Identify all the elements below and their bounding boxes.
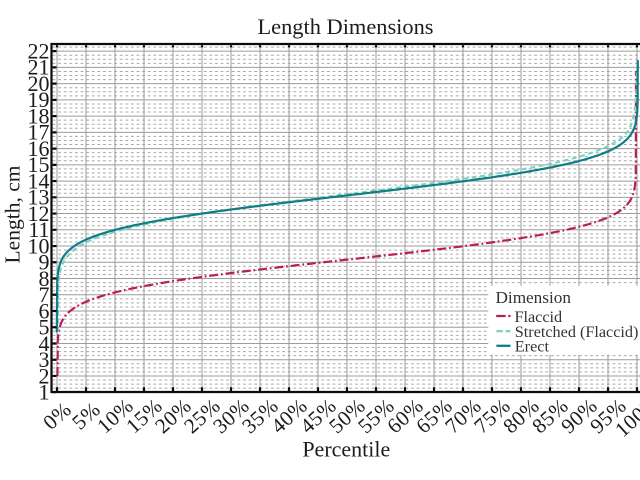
svg-text:4: 4: [39, 331, 50, 356]
svg-text:Dimension: Dimension: [496, 288, 572, 307]
svg-text:19: 19: [28, 87, 50, 112]
svg-text:Erect: Erect: [515, 338, 550, 356]
svg-text:1: 1: [39, 380, 50, 405]
svg-text:7: 7: [39, 282, 50, 307]
svg-text:14: 14: [28, 168, 50, 193]
svg-text:17: 17: [28, 120, 50, 145]
svg-text:9: 9: [39, 250, 50, 275]
svg-text:8: 8: [39, 266, 50, 291]
svg-text:5: 5: [39, 315, 50, 340]
svg-text:16: 16: [28, 136, 50, 161]
svg-text:3: 3: [39, 347, 50, 372]
svg-text:Stretched (Flaccid): Stretched (Flaccid): [515, 323, 639, 341]
svg-text:Percentile: Percentile: [302, 436, 390, 461]
svg-text:13: 13: [28, 185, 50, 210]
svg-text:15: 15: [28, 152, 50, 177]
svg-text:21: 21: [28, 55, 50, 80]
svg-text:6: 6: [39, 298, 50, 323]
svg-text:10: 10: [28, 233, 50, 258]
svg-text:20: 20: [28, 71, 50, 96]
svg-text:2: 2: [39, 363, 50, 388]
svg-text:18: 18: [28, 103, 50, 128]
svg-text:Length Dimensions: Length Dimensions: [258, 14, 434, 39]
svg-text:Flaccid: Flaccid: [515, 308, 563, 326]
svg-text:Length, cm: Length, cm: [1, 165, 25, 263]
svg-text:22: 22: [28, 39, 50, 64]
svg-text:12: 12: [28, 201, 50, 226]
svg-text:11: 11: [28, 217, 49, 242]
